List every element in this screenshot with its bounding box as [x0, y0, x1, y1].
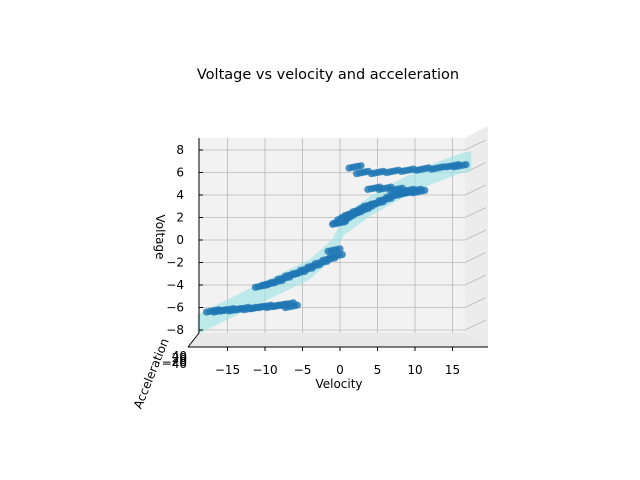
x-tick-label: −15	[215, 363, 240, 377]
y-tick-label: 6	[176, 166, 184, 180]
z-axis-label: Acceleration	[131, 336, 172, 410]
z-tick-label: 40	[172, 349, 187, 363]
data-point	[336, 245, 344, 253]
grid-line-side	[464, 139, 487, 151]
data-point	[357, 162, 365, 170]
y-tick-label: 4	[176, 188, 184, 202]
x-tick-label: 5	[374, 363, 382, 377]
data-points	[202, 161, 470, 316]
x-tick-label: −5	[294, 363, 312, 377]
y-axis-label: Voltage	[153, 214, 167, 259]
x-tick-label: 15	[445, 363, 460, 377]
x-tick-label: −10	[252, 363, 277, 377]
grid-line-side	[464, 229, 487, 241]
data-point	[421, 186, 429, 194]
data-point	[462, 161, 470, 169]
floor-pane	[188, 333, 488, 347]
data-point	[338, 251, 346, 259]
y-tick-label: −6	[166, 301, 184, 315]
grid-line-side	[464, 274, 487, 286]
y-tick-label: 2	[176, 211, 184, 225]
grid-line-side	[464, 319, 487, 331]
axes	[187, 138, 488, 351]
z-tick-label: 20	[172, 351, 187, 365]
grid-line-side	[464, 184, 487, 196]
chart-title: Voltage vs velocity and acceleration	[197, 67, 459, 83]
grid-line-side	[464, 297, 487, 308]
x-tick-label: 10	[407, 363, 422, 377]
x-tick-label: 0	[336, 363, 344, 377]
y-tick-label: −2	[166, 256, 184, 270]
x-axis-label: Velocity	[315, 377, 362, 391]
y-tick-label: 8	[176, 143, 184, 157]
side-pane	[465, 126, 488, 347]
z-axis-line	[187, 332, 200, 348]
z-tick-label: −20	[162, 355, 187, 369]
z-tick-label: 0	[179, 353, 187, 367]
data-point	[293, 301, 301, 309]
z-tick-label: −40	[162, 357, 187, 371]
y-tick-label: −8	[166, 323, 184, 337]
y-tick-label: −4	[166, 278, 184, 292]
grid-line-side	[464, 252, 487, 263]
grid-line-side	[464, 207, 487, 218]
y-tick-label: 0	[176, 233, 184, 247]
